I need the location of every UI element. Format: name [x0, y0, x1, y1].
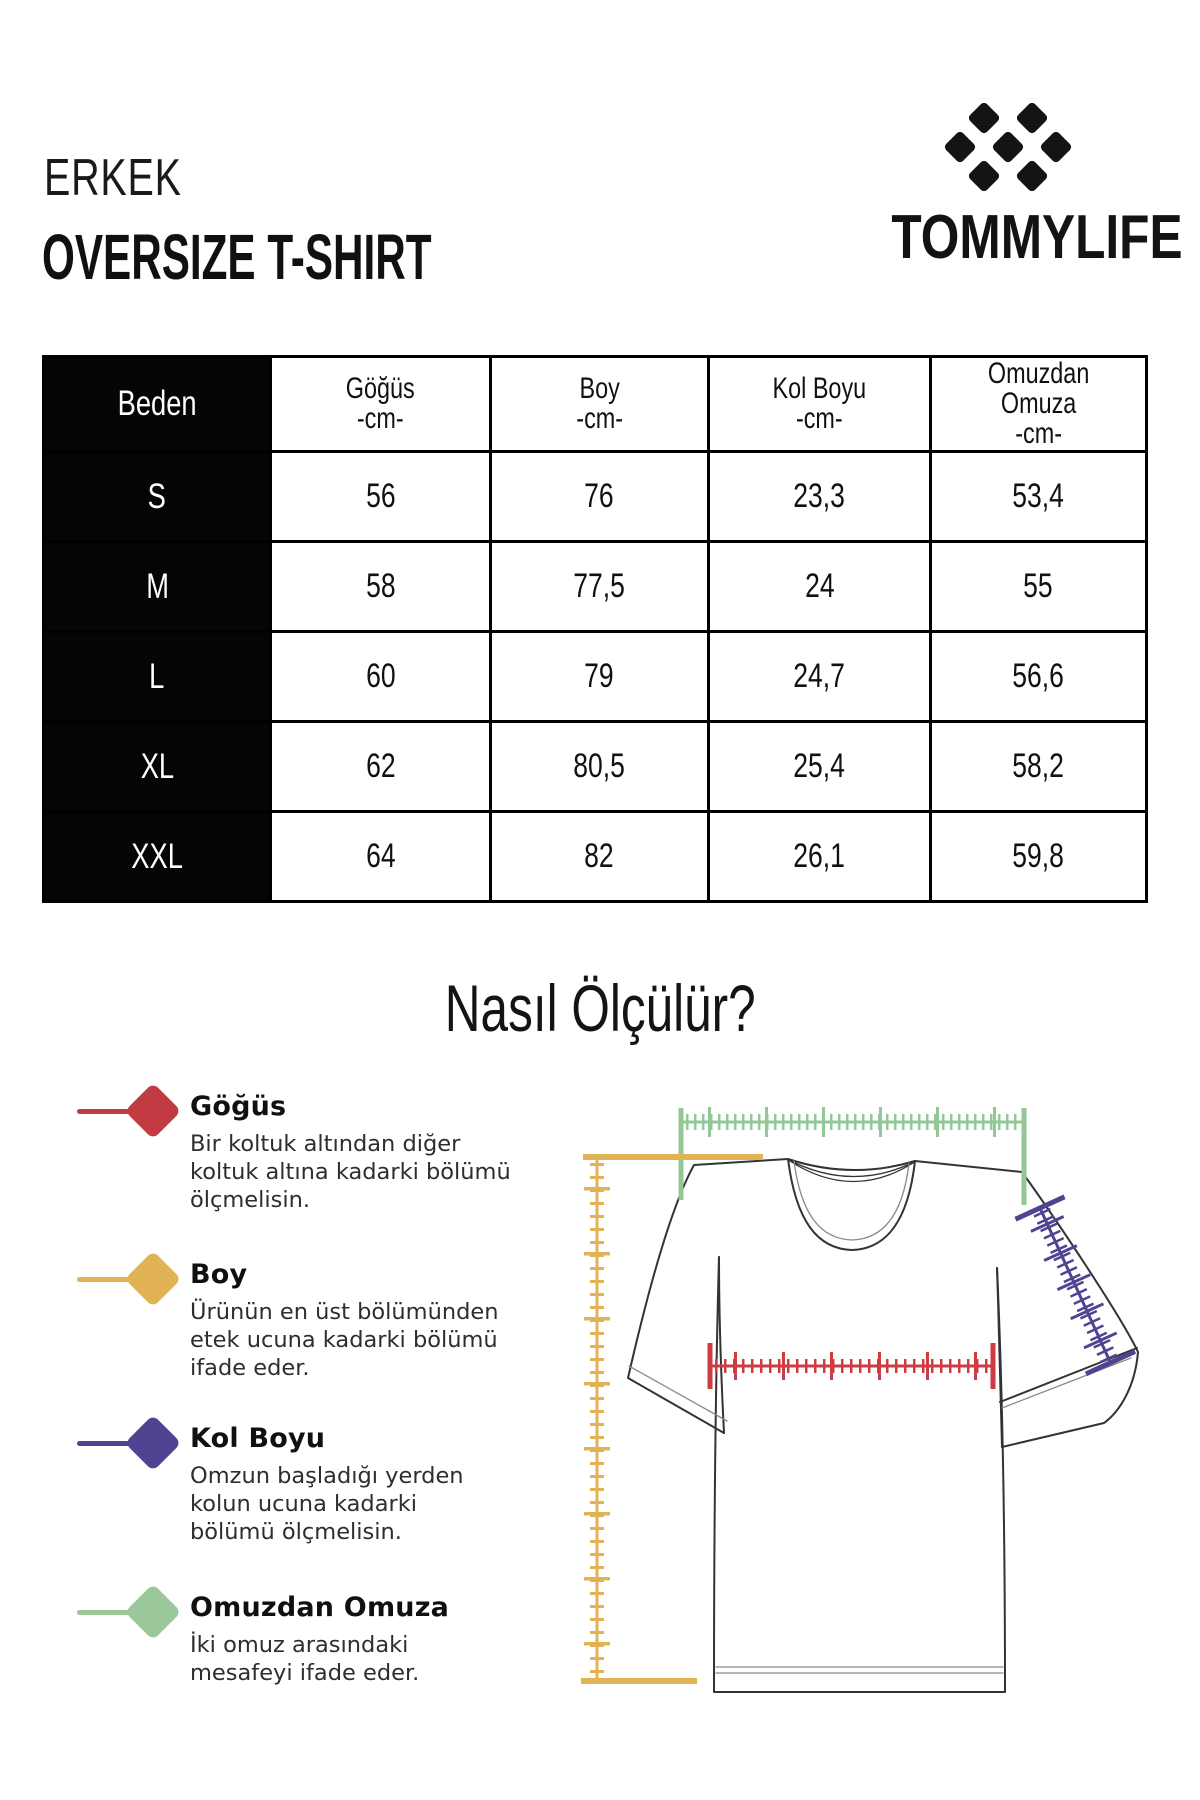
cell-value: 26,1 — [707, 810, 932, 903]
cell-value: 56 — [269, 450, 492, 543]
tshirt-neckline-inner — [793, 1160, 910, 1241]
pointer-line — [77, 1441, 139, 1446]
size-label: M — [41, 540, 273, 633]
table-row: M 58 77,5 24 55 — [41, 540, 1149, 633]
tshirt-hem-lines — [715, 1666, 1004, 1674]
cell-value: 59,8 — [928, 810, 1149, 903]
legend-title: Göğüs — [190, 1091, 287, 1122]
cell-value: 82 — [488, 810, 711, 903]
table-row: XXL 64 82 26,1 59,8 — [41, 810, 1149, 903]
logo-diamond-icon — [1039, 130, 1073, 164]
cell-value: 79 — [488, 630, 711, 723]
header-beden: Beden — [41, 355, 273, 453]
cell-value: 25,4 — [707, 720, 932, 813]
category-label: ERKEK — [44, 149, 182, 207]
header-omuzdan-omuza: Omuzdan Omuza -cm- — [928, 355, 1149, 453]
header-gogus: Göğüs -cm- — [269, 355, 492, 453]
cell-value: 60 — [269, 630, 492, 723]
logo-diamond-icon — [1015, 101, 1049, 135]
tshirt-left-cuff-line — [628, 1365, 728, 1422]
chest-ruler — [707, 1343, 996, 1389]
pointer-line — [77, 1610, 139, 1615]
tshirt-right-underarm — [996, 1267, 1003, 1448]
cell-value: 58,2 — [928, 720, 1149, 813]
legend-title: Omuzdan Omuza — [190, 1592, 450, 1623]
size-label: S — [41, 450, 273, 543]
table-row: S 56 76 23,3 53,4 — [41, 450, 1149, 543]
cell-value: 76 — [488, 450, 711, 543]
tshirt-right-cuff-line — [1001, 1357, 1132, 1409]
brand-name: TOMMYLIFE — [891, 203, 1183, 272]
brand-logo-icon — [940, 92, 1076, 202]
legend-item-omuzdan-omuza: Omuzdan Omuza İki omuz arasındaki mesafe… — [75, 1583, 545, 1687]
logo-diamond-icon — [967, 159, 1001, 193]
howto-title: Nasıl Ölçülür? — [444, 971, 756, 1045]
tshirt-body — [713, 1256, 1006, 1693]
page-title: OVERSIZE T-SHIRT — [42, 221, 432, 293]
length-ruler — [581, 1154, 763, 1684]
diamond-icon — [124, 1414, 182, 1472]
tshirt-collar-top — [787, 1158, 916, 1171]
cell-value: 77,5 — [488, 540, 711, 633]
legend-description: Ürünün en üst bölümünden etek ucuna kada… — [190, 1299, 499, 1381]
size-label: L — [41, 630, 273, 723]
ruler-small-ticks — [1031, 1204, 1119, 1367]
tshirt-neckline — [787, 1158, 916, 1251]
cell-value: 55 — [928, 540, 1149, 633]
diamond-icon — [124, 1583, 182, 1641]
tshirt-detail-lines — [628, 1160, 1132, 1674]
header-boy: Boy -cm- — [488, 355, 711, 453]
cell-value: 56,6 — [928, 630, 1149, 723]
sleeve-ruler — [1014, 1194, 1137, 1377]
legend-item-gogus: Göğüs Bir koltuk altından diğer koltuk a… — [75, 1082, 545, 1214]
cell-value: 53,4 — [928, 450, 1149, 543]
cell-value: 64 — [269, 810, 492, 903]
cell-value: 58 — [269, 540, 492, 633]
size-table: Beden Göğüs -cm- Boy -cm- Kol Boyu -cm- Omu… — [41, 355, 1149, 903]
legend-description: İki omuz arasındaki mesafeyi ifade eder. — [190, 1632, 420, 1686]
tshirt-measure-diagram — [581, 1107, 1139, 1693]
diamond-icon — [124, 1250, 182, 1308]
cell-value: 80,5 — [488, 720, 711, 813]
pointer-line — [77, 1277, 139, 1282]
tshirt-collar-band — [788, 1159, 915, 1183]
cell-value: 24,7 — [707, 630, 932, 723]
header-kol-boyu: Kol Boyu -cm- — [707, 355, 932, 453]
size-label: XXL — [41, 810, 273, 903]
size-label: XL — [41, 720, 273, 813]
logo-diamond-icon — [1015, 159, 1049, 193]
legend-item-boy: Boy Ürünün en üst bölümünden etek ucuna … — [75, 1250, 545, 1382]
legend-description: Omzun başladığı yerden kolun ucuna kadar… — [190, 1463, 464, 1545]
table-header-row: Beden Göğüs -cm- Boy -cm- Kol Boyu -cm- Omu… — [41, 355, 1149, 453]
cell-value: 23,3 — [707, 450, 932, 543]
cell-value: 24 — [707, 540, 932, 633]
legend-title: Boy — [190, 1259, 248, 1290]
tshirt-left-sleeve — [627, 1158, 789, 1434]
legend-item-kol-boyu: Kol Boyu Omzun başladığı yerden kolun uc… — [75, 1414, 545, 1546]
tshirt-left-underarm — [718, 1256, 725, 1434]
logo-diamond-icon — [991, 130, 1025, 164]
logo-diamond-icon — [967, 101, 1001, 135]
diamond-icon — [124, 1082, 182, 1140]
table-row: XL 62 80,5 25,4 58,2 — [41, 720, 1149, 813]
legend-title: Kol Boyu — [190, 1423, 326, 1454]
cell-value: 62 — [269, 720, 492, 813]
legend-description: Bir koltuk altından diğer koltuk altına … — [190, 1131, 511, 1213]
pointer-line — [77, 1109, 139, 1114]
table-row: L 60 79 24,7 56,6 — [41, 630, 1149, 723]
logo-diamond-icon — [943, 130, 977, 164]
